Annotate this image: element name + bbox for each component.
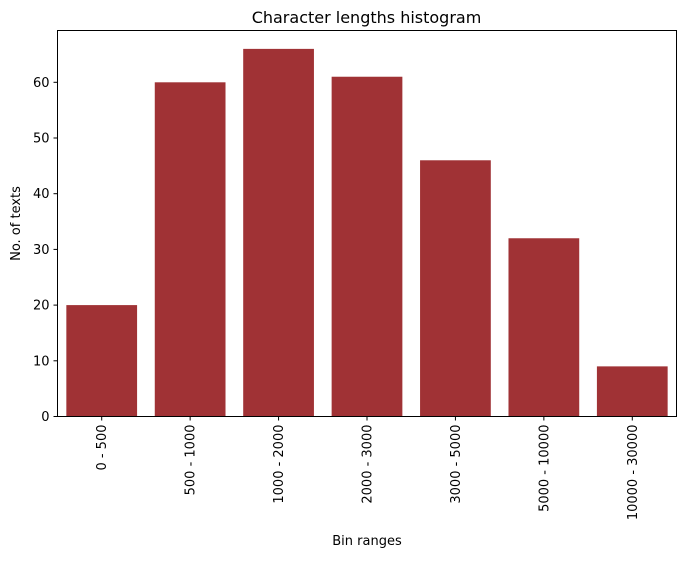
bar-10000-30000 <box>596 366 668 417</box>
y-tick-label: 10 <box>33 354 50 369</box>
bar-1000-2000 <box>243 48 314 417</box>
x-tick-label: 500 - 1000 <box>184 425 199 496</box>
x-tick-label: 5000 - 10000 <box>537 425 552 512</box>
x-tick-label: 1000 - 2000 <box>272 425 287 504</box>
x-tick-label: 0 - 500 <box>95 425 110 471</box>
x-axis-label: Bin ranges <box>332 534 402 549</box>
x-tick-label: 2000 - 3000 <box>361 425 376 504</box>
y-tick-label: 0 <box>41 410 49 425</box>
x-tick-label: 3000 - 5000 <box>449 425 464 504</box>
y-tick-label: 40 <box>33 187 50 202</box>
y-tick-label: 50 <box>33 132 50 147</box>
bars-group <box>66 48 668 417</box>
y-tick-label: 20 <box>33 299 50 314</box>
y-tick-label: 30 <box>33 243 50 258</box>
y-axis: 0 10 20 30 40 50 60 <box>33 76 58 425</box>
chart-title: Character lengths histogram <box>252 8 482 27</box>
x-tick-label: 10000 - 30000 <box>626 425 641 521</box>
bar-3000-5000 <box>420 160 491 417</box>
y-tick-label: 60 <box>33 76 50 91</box>
bar-0-500 <box>66 305 138 417</box>
x-axis: 0 - 500 500 - 1000 1000 - 2000 2000 - 3000 3… <box>95 416 641 521</box>
y-axis-label: No. of texts <box>9 186 24 261</box>
plot-frame <box>57 30 677 417</box>
bar-500-1000 <box>154 82 226 417</box>
bar-5000-10000 <box>508 238 580 417</box>
bar-2000-3000 <box>331 76 403 417</box>
